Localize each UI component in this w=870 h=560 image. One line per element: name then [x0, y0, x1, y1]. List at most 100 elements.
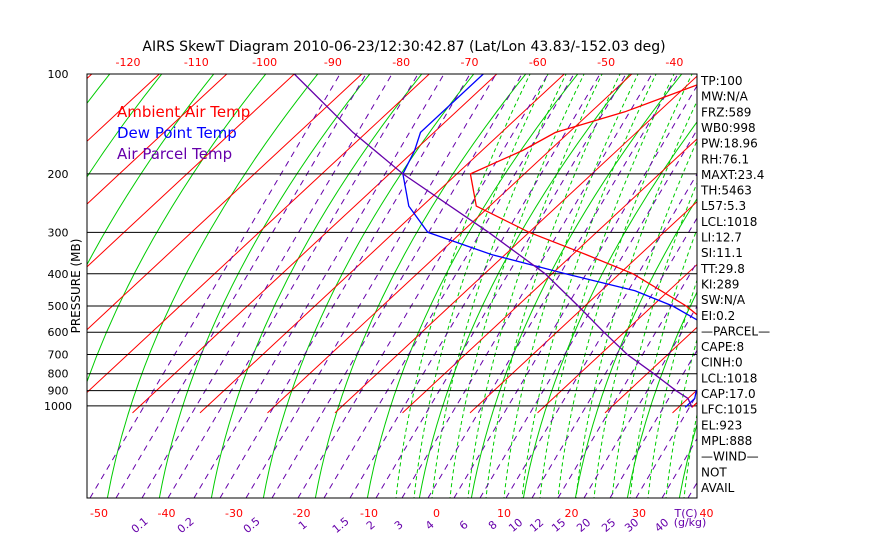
mixing-ratio-line	[245, 74, 497, 498]
dry-adiabat-line	[574, 197, 697, 498]
dry-adiabat-line	[0, 54, 74, 518]
dew-point-temp-series-line	[402, 74, 697, 408]
mixing-ratio-line	[792, 74, 870, 498]
stat-item: LI:12.7	[701, 231, 742, 245]
pressure-tick-label: 400	[48, 268, 69, 281]
top-temp-tick-label: -110	[184, 56, 209, 69]
dry-adiabat-line	[832, 54, 870, 518]
dry-adiabat-line	[210, 74, 423, 498]
moist-adiabat-line	[611, 181, 697, 498]
mixing-ratio-line	[479, 128, 697, 498]
stat-item: —WIND—	[701, 450, 759, 464]
mixing-ratio-line	[193, 74, 445, 498]
mixing-ratio-tick-label: 4	[423, 518, 437, 532]
stat-item: EI:0.2	[701, 309, 735, 323]
pressure-tick-label: 300	[48, 226, 69, 239]
pressure-tick-label: 600	[48, 326, 69, 339]
stat-item: WB0:998	[701, 121, 756, 135]
stat-item: LCL:1018	[701, 371, 757, 385]
stat-item: SW:N/A	[701, 293, 746, 307]
dry-adiabat-line	[678, 422, 697, 498]
moist-adiabat-line	[593, 139, 697, 498]
top-temp-tick-label: -70	[461, 56, 479, 69]
mixing-ratio-line	[375, 74, 627, 498]
stat-item: MW:N/A	[701, 90, 749, 104]
stat-item: TP:100	[700, 74, 743, 88]
mixing-ratio-line	[661, 437, 697, 498]
mixing-ratio-line	[297, 74, 549, 498]
temp-unit-label: T(C)	[674, 507, 698, 520]
mixing-ratio-line	[167, 74, 419, 498]
legend-dew-point-temp: Dew Point Temp	[117, 124, 237, 142]
mixing-ratio-tick-label: 12	[527, 516, 546, 535]
stat-item: TT:29.8	[700, 262, 745, 276]
stat-item: —PARCEL—	[701, 324, 770, 338]
stat-item: CAPE:8	[701, 340, 744, 354]
top-temp-tick-label: -90	[324, 56, 342, 69]
stat-item: L57:5.3	[701, 199, 746, 213]
mixing-ratio-tick-label: 2	[364, 518, 378, 532]
mixing-ratio-line	[635, 393, 697, 498]
stat-item: MPL:888	[701, 434, 752, 448]
bottom-temp-tick-label: 30	[632, 507, 646, 520]
stat-item: KI:289	[701, 277, 739, 291]
isotherm-line	[334, 75, 697, 414]
mixing-ratio-tick-label: 0.2	[175, 515, 197, 536]
mixing-ratio-line	[219, 74, 471, 498]
isotherm-line	[740, 74, 870, 413]
mixing-ratio-line	[740, 74, 870, 498]
legend-air-parcel-temp: Air Parcel Temp	[117, 145, 232, 163]
isotherm-line	[0, 74, 24, 413]
stat-item: PW:18.96	[701, 137, 758, 151]
mixing-ratio-line	[531, 217, 697, 498]
mixing-ratio-line	[115, 74, 367, 498]
mixing-ratio-line	[271, 74, 523, 498]
stat-item: MAXT:23.4	[701, 168, 764, 182]
mixing-ratio-tick-label: 6	[457, 518, 471, 532]
bottom-temp-tick-label: -40	[158, 507, 176, 520]
moist-adiabat-line	[395, 74, 531, 498]
moist-adiabat-line	[647, 278, 697, 498]
bottom-temp-tick-label: -20	[293, 507, 311, 520]
stat-item: EL:923	[701, 418, 742, 432]
moist-adiabat-line	[431, 74, 567, 498]
top-temp-tick-label: -80	[392, 56, 410, 69]
stat-item: TH:5463	[700, 184, 752, 198]
bottom-temp-tick-label: 20	[565, 507, 579, 520]
dry-adiabat-line	[158, 74, 371, 498]
dry-adiabat-line	[314, 74, 527, 498]
top-temp-tick-label: -120	[116, 56, 141, 69]
bottom-temp-tick-label: 40	[700, 507, 714, 520]
mixing-ratio-line	[844, 74, 870, 498]
dry-adiabat-line	[87, 74, 267, 384]
pressure-tick-label: 100	[48, 68, 69, 81]
mixing-ratio-tick-label: 0.1	[129, 515, 151, 536]
pressure-tick-label: 700	[48, 348, 69, 361]
dry-adiabat-line	[366, 74, 579, 498]
stat-item: CAP:17.0	[701, 387, 756, 401]
dry-adiabat-line	[0, 54, 22, 518]
dry-adiabat-line	[87, 74, 163, 178]
pressure-tick-label: 200	[48, 168, 69, 181]
y-axis-title: PRESSURE (MB)	[69, 239, 83, 334]
moist-adiabat-line	[665, 337, 697, 498]
top-temp-tick-label: -60	[529, 56, 547, 69]
stat-item: LFC:1015	[701, 403, 758, 417]
bottom-temp-tick-label: -50	[90, 507, 108, 520]
mixing-ratio-tick-label: 0.5	[241, 515, 263, 536]
mixing-ratio-line	[505, 173, 697, 498]
dry-adiabat-line	[106, 74, 319, 498]
bottom-temp-tick-label: 10	[497, 507, 511, 520]
dry-adiabat-line	[626, 291, 697, 498]
stat-item: AVAIL	[701, 481, 735, 495]
mixing-ratio-line	[609, 349, 697, 498]
mixing-ratio-unit-label: (g/kg)	[674, 516, 707, 529]
mixing-ratio-line	[766, 74, 870, 498]
bottom-temp-tick-label: 0	[433, 507, 440, 520]
moist-adiabat-line	[485, 74, 621, 498]
pressure-tick-label: 800	[48, 368, 69, 381]
mixing-ratio-tick-label: 8	[486, 518, 500, 532]
legend-ambient-air-temp: Ambient Air Temp	[117, 103, 250, 121]
mixing-ratio-line	[401, 74, 653, 498]
